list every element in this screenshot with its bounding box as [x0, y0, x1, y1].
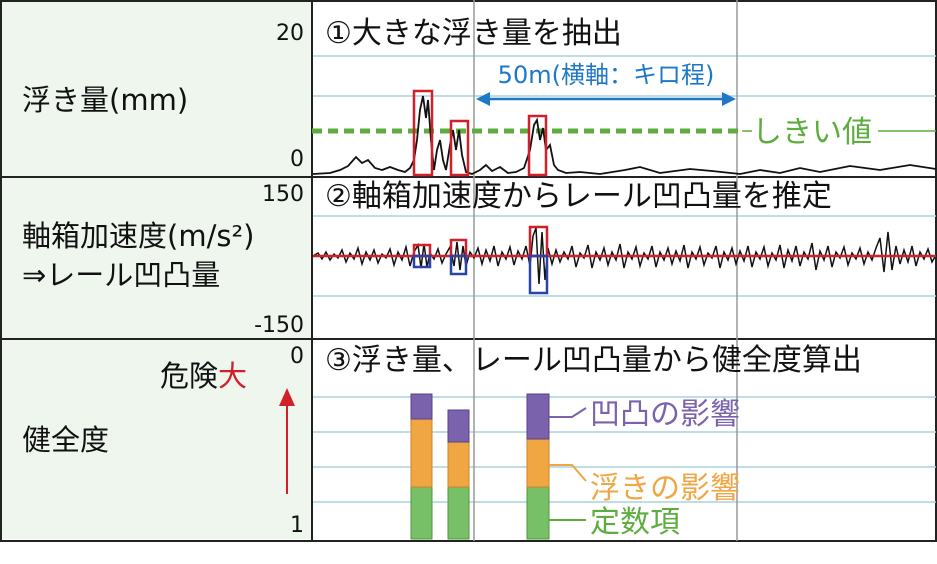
panel1-title: ①大きな浮き量を抽出 — [325, 16, 622, 51]
outer-frame — [0, 0, 937, 542]
panel1-label: 浮き量(mm) — [22, 83, 188, 117]
legend-leader-lift — [549, 464, 587, 482]
span-label: 50m(横軸：キロ程) — [498, 61, 715, 89]
span-arrow-left — [476, 92, 490, 106]
lift-highlights — [412, 89, 548, 177]
lift-signal — [312, 95, 937, 175]
panel1-label-bg — [0, 0, 312, 177]
panel2-label-line1: 軸箱加速度(m/s²) — [22, 219, 254, 253]
panel2-ymin: -150 — [254, 313, 304, 338]
panel2-title: ②軸箱加速度からレール凹凸量を推定 — [325, 179, 832, 214]
panel3-ybottom: 1 — [290, 513, 304, 538]
danger-arrow-head — [279, 388, 295, 406]
panel2-label-bg — [0, 177, 312, 339]
danger-label: 危険大 — [160, 359, 247, 393]
threshold-label: しきい値 — [752, 115, 872, 150]
panel2-label-line2: ⇒レール凹凸量 — [22, 258, 220, 292]
panel2-ymax: 150 — [262, 182, 304, 207]
legend-leader-unevenness — [549, 407, 587, 418]
panel3-title: ③浮き量、レール凹凸量から健全度算出 — [325, 343, 862, 378]
panel1-ymin: 0 — [290, 147, 304, 172]
span-label-bg — [488, 58, 724, 88]
health-bars — [410, 393, 550, 540]
legend-unevenness: 凹凸の影響 — [590, 397, 740, 432]
panel3-label-bg — [0, 339, 312, 539]
acceleration-highlights — [412, 225, 549, 295]
grid-vertical — [473, 0, 738, 541]
span-arrow-right — [722, 92, 736, 106]
panel3-ytop: 0 — [290, 344, 304, 369]
legend-lift: 浮きの影響 — [590, 471, 740, 506]
legend-constant: 定数項 — [590, 505, 680, 540]
panel1-ymax: 20 — [276, 21, 304, 46]
panel3-label: 健全度 — [22, 423, 109, 457]
